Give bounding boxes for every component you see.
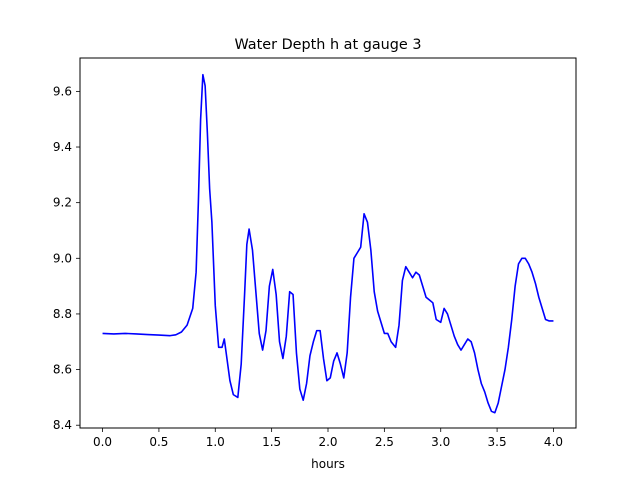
x-tick-label: 0.0 <box>93 435 112 449</box>
x-tick-label: 1.0 <box>206 435 225 449</box>
y-tick-label: 8.4 <box>53 418 72 432</box>
axes-frame <box>79 57 577 429</box>
x-tick-label: 2.0 <box>318 435 337 449</box>
plot-area <box>102 73 554 414</box>
y-tick-label: 9.4 <box>53 140 72 154</box>
x-tick-label: 1.5 <box>262 435 281 449</box>
y-tick-label: 8.6 <box>53 363 72 377</box>
x-tick-label: 4.0 <box>544 435 563 449</box>
y-tick-label: 9.2 <box>53 196 72 210</box>
axis-ticks: 0.0 0.5 1.0 1.5 2.0 2.5 3.0 3.5 4.0 8.4 8.6 8.8 9.0 9… <box>53 84 563 449</box>
x-tick-label: 2.5 <box>375 435 394 449</box>
x-axis-label: hours <box>311 457 345 471</box>
chart-title: Water Depth h at gauge 3 <box>234 37 421 53</box>
y-tick-label: 9.0 <box>53 251 72 265</box>
x-tick-label: 3.0 <box>431 435 450 449</box>
series-line-0 <box>102 73 554 414</box>
x-tick-label: 0.5 <box>149 435 168 449</box>
y-tick-label: 9.6 <box>53 84 72 98</box>
x-tick-label: 3.5 <box>488 435 507 449</box>
y-tick-label: 8.8 <box>53 307 72 321</box>
